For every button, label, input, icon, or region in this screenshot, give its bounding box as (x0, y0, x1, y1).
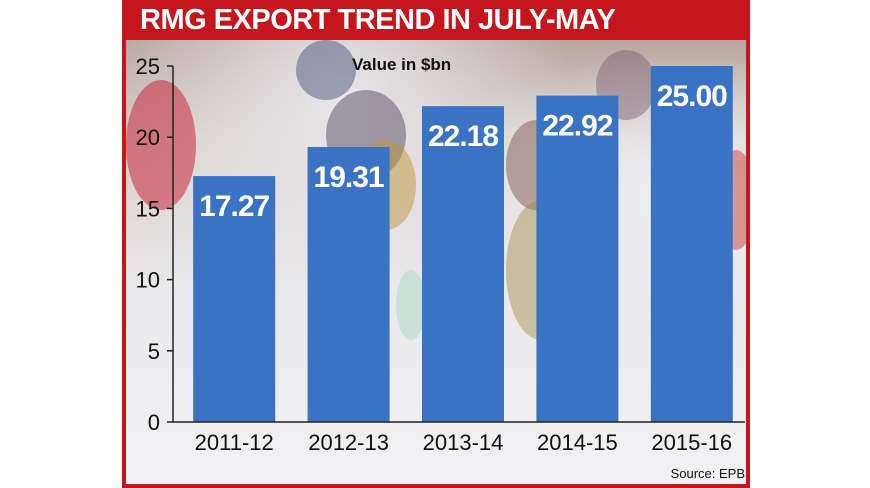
bar-2015-16 (650, 66, 733, 422)
y-tick-label: 0 (148, 410, 160, 435)
category-label: 2012-13 (308, 430, 389, 455)
value-label: 17.27 (199, 190, 269, 223)
y-tick-label: 20 (136, 125, 160, 150)
y-tick-label: 5 (148, 339, 160, 364)
category-label: 2013-14 (423, 430, 504, 455)
bar-2014-15 (536, 95, 619, 422)
bar-2013-14 (422, 106, 504, 422)
category-label: 2014-15 (537, 430, 618, 455)
source-note: Source: EPB (671, 466, 745, 481)
bar-2011-12 (193, 176, 276, 422)
category-label: 2015-16 (651, 430, 732, 455)
value-label: 22.18 (428, 120, 498, 153)
y-tick-label: 10 (136, 268, 160, 293)
value-labels: 17.27 19.31 22.18 22.92 25.00 (199, 80, 728, 223)
chart-title: RMG EXPORT TREND IN JULY-MAY (140, 3, 616, 36)
y-tick-label: 25 (136, 54, 160, 79)
bars (193, 66, 733, 422)
y-axis-label: Value in $bn (352, 55, 451, 74)
x-axis-categories: 2011-12 2012-13 2013-14 2014-15 2015-16 (195, 430, 733, 455)
y-tick-label: 15 (136, 196, 160, 221)
bar-2012-13 (307, 147, 390, 422)
title-bar: RMG EXPORT TREND IN JULY-MAY (122, 0, 750, 40)
category-label: 2011-12 (195, 430, 274, 455)
chart-frame: RMG EXPORT TREND IN JULY-MAY (122, 0, 750, 488)
value-label: 25.00 (657, 80, 727, 113)
y-axis-ticks: 0 5 10 15 20 25 (136, 54, 173, 435)
value-label: 19.31 (314, 161, 384, 194)
value-label: 22.92 (542, 110, 612, 143)
